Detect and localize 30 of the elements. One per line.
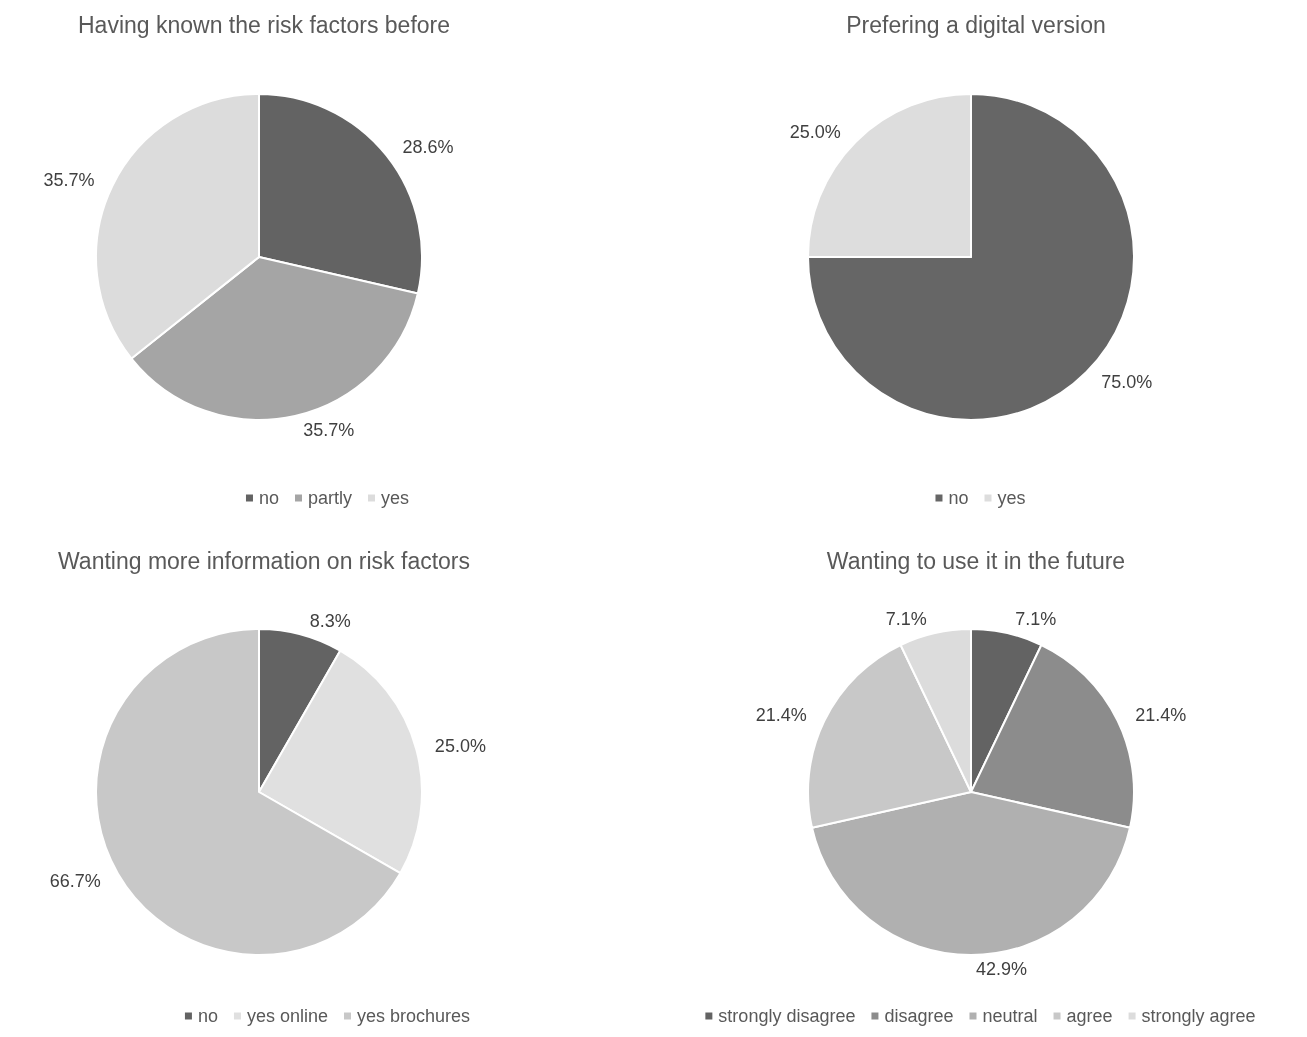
data-label: 35.7%	[303, 419, 355, 440]
legend-label: partly	[308, 488, 353, 508]
legend-label: no	[258, 488, 280, 508]
legend-label: no	[948, 488, 969, 508]
data-label: 8.3%	[309, 610, 351, 631]
legend-label: strongly agree	[1141, 1006, 1256, 1026]
legend-label: strongly disagree	[718, 1006, 856, 1026]
legend-label: yes brochures	[357, 1006, 471, 1026]
chart-title: Wanting more information on risk factors	[57, 547, 471, 574]
legend-label: yes	[997, 488, 1026, 508]
data-label: 25.0%	[434, 735, 486, 756]
data-label: 75.0%	[1101, 372, 1153, 393]
data-label: 35.7%	[43, 170, 95, 191]
legend-label: neutral	[982, 1006, 1038, 1026]
legend-label: agree	[1066, 1006, 1113, 1026]
data-label: 7.1%	[885, 609, 927, 630]
legend-label: no	[197, 1006, 218, 1026]
legend-label: disagree	[884, 1006, 954, 1026]
data-label: 25.0%	[789, 121, 841, 142]
chart-title: Having known the risk factors before	[77, 11, 451, 38]
chart-title: Prefering a digital version	[846, 11, 1106, 38]
legend-label: yes	[381, 488, 410, 508]
data-label: 42.9%	[976, 959, 1028, 979]
data-label: 21.4%	[1135, 704, 1187, 725]
data-label: 21.4%	[755, 704, 807, 725]
data-label: 66.7%	[49, 870, 101, 891]
chart-title: Wanting to use it in the future	[826, 547, 1126, 574]
data-label: 28.6%	[402, 136, 454, 157]
legend-label: yes online	[246, 1006, 329, 1026]
data-label: 7.1%	[1015, 609, 1057, 630]
